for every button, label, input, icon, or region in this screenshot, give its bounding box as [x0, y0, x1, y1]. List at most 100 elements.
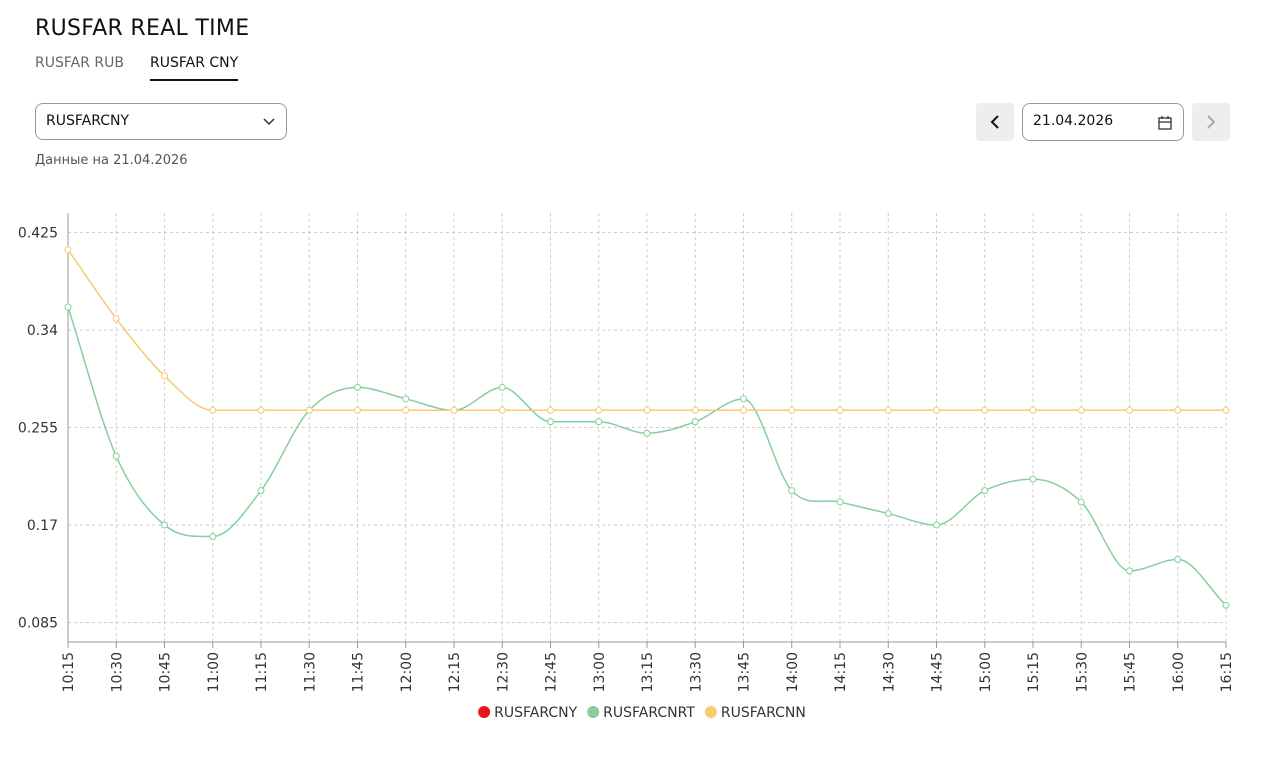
tab-active[interactable]: RUSFAR CNY [150, 55, 239, 81]
legend-item: RUSFARCNN [704, 705, 806, 721]
data-point [547, 418, 554, 426]
data-point [691, 406, 699, 414]
x-tick-label: 14:30 [881, 652, 897, 692]
data-point [257, 487, 265, 495]
data-point [933, 406, 940, 414]
x-tick-label: 12:45 [544, 652, 560, 692]
select-value: RUSFARCNY [46, 113, 130, 129]
data-point [64, 246, 72, 254]
calendar-icon [1158, 116, 1172, 130]
data-point [161, 521, 168, 529]
legend-label: RUSFARCNN [721, 705, 806, 721]
x-tick-label: 16:15 [1219, 652, 1235, 692]
data-point [209, 406, 217, 414]
data-point [450, 406, 458, 414]
prev-button[interactable] [976, 103, 1014, 141]
legend-label: RUSFARCNRT [603, 705, 695, 721]
select[interactable]: RUSFARCNY [35, 103, 287, 140]
y-tick-label: 0.425 [18, 226, 58, 242]
data-point [1174, 406, 1182, 414]
data-point [112, 315, 120, 323]
data-point [354, 406, 361, 414]
page-title: RUSFAR REAL TIME [35, 16, 250, 41]
data-point [547, 406, 554, 414]
x-tick-label: 14:45 [930, 652, 946, 692]
data-point [691, 418, 699, 426]
x-tick-label: 10:30 [109, 652, 125, 692]
data-point [1029, 406, 1037, 414]
x-tick-label: 13:30 [688, 652, 704, 692]
data-point [64, 303, 72, 311]
x-tick-label: 11:15 [254, 652, 270, 692]
x-tick-label: 11:45 [351, 652, 367, 692]
data-point [595, 406, 603, 414]
legend: RUSFARCNY RUSFARCNRT RUSFARCNN [478, 705, 806, 721]
data-note: Данные на 21.04.2026 [35, 153, 188, 168]
data-point [643, 429, 651, 437]
data-point [836, 498, 844, 506]
legend-label: RUSFARCNY [494, 705, 577, 721]
data-point [884, 510, 892, 518]
data-point [981, 487, 989, 495]
data-point [1077, 498, 1085, 506]
x-tick-label: 11:30 [302, 652, 318, 692]
y-tick-label: 0.255 [18, 421, 58, 437]
x-tick-label: 11:00 [206, 652, 222, 692]
data-point [836, 406, 844, 414]
data-point [933, 521, 940, 529]
x-tick-label: 15:00 [978, 652, 994, 692]
data-point [498, 406, 506, 414]
chevron-left [990, 115, 999, 129]
x-tick-label: 13:00 [592, 652, 608, 692]
chevron-down [263, 118, 275, 126]
data-point [209, 532, 217, 540]
data-point [1222, 406, 1230, 414]
tab[interactable]: RUSFAR RUB [35, 55, 124, 71]
data-point [498, 383, 506, 391]
data-point [884, 406, 892, 414]
x-tick-label: 14:00 [785, 652, 801, 692]
data-point [1126, 406, 1133, 414]
data-point [740, 406, 747, 414]
data-point [1077, 406, 1085, 414]
data-point [1222, 601, 1230, 609]
next-button[interactable] [1192, 103, 1230, 141]
y-tick-label: 0.34 [27, 323, 58, 339]
data-point [1174, 555, 1182, 563]
date-value: 21.04.2026 [1033, 113, 1114, 129]
data-point [112, 452, 120, 460]
x-tick-label: 14:15 [833, 652, 849, 692]
legend-item: RUSFARCNRT [587, 705, 695, 721]
x-tick-label: 12:00 [399, 652, 415, 692]
data-point [788, 487, 796, 495]
data-point [402, 406, 410, 414]
data-point [354, 383, 361, 391]
x-tick-label: 15:15 [1026, 652, 1042, 692]
legend-item: RUSFARCNY [478, 705, 578, 721]
x-tick-label: 10:15 [61, 652, 77, 692]
date-input[interactable]: 21.04.2026 [1022, 103, 1184, 141]
data-point [1029, 475, 1037, 483]
data-point [788, 406, 796, 414]
legend-swatch [478, 706, 491, 718]
data-point [740, 395, 747, 403]
x-tick-label: 13:45 [737, 652, 753, 692]
legend-swatch [587, 706, 600, 718]
x-tick-label: 15:45 [1123, 652, 1139, 692]
data-point [257, 406, 265, 414]
y-tick-label: 0.085 [18, 616, 58, 632]
x-tick-label: 13:15 [640, 652, 656, 692]
data-point [305, 406, 313, 414]
x-tick-label: 10:45 [158, 652, 174, 692]
legend-swatch [704, 706, 717, 718]
data-point [643, 406, 651, 414]
data-point [981, 406, 989, 414]
chevron-right [1207, 115, 1216, 129]
data-point [161, 372, 168, 380]
x-tick-label: 16:00 [1171, 652, 1187, 692]
x-tick-label: 15:30 [1074, 652, 1090, 692]
x-tick-label: 12:30 [495, 652, 511, 692]
data-point [1126, 567, 1133, 575]
